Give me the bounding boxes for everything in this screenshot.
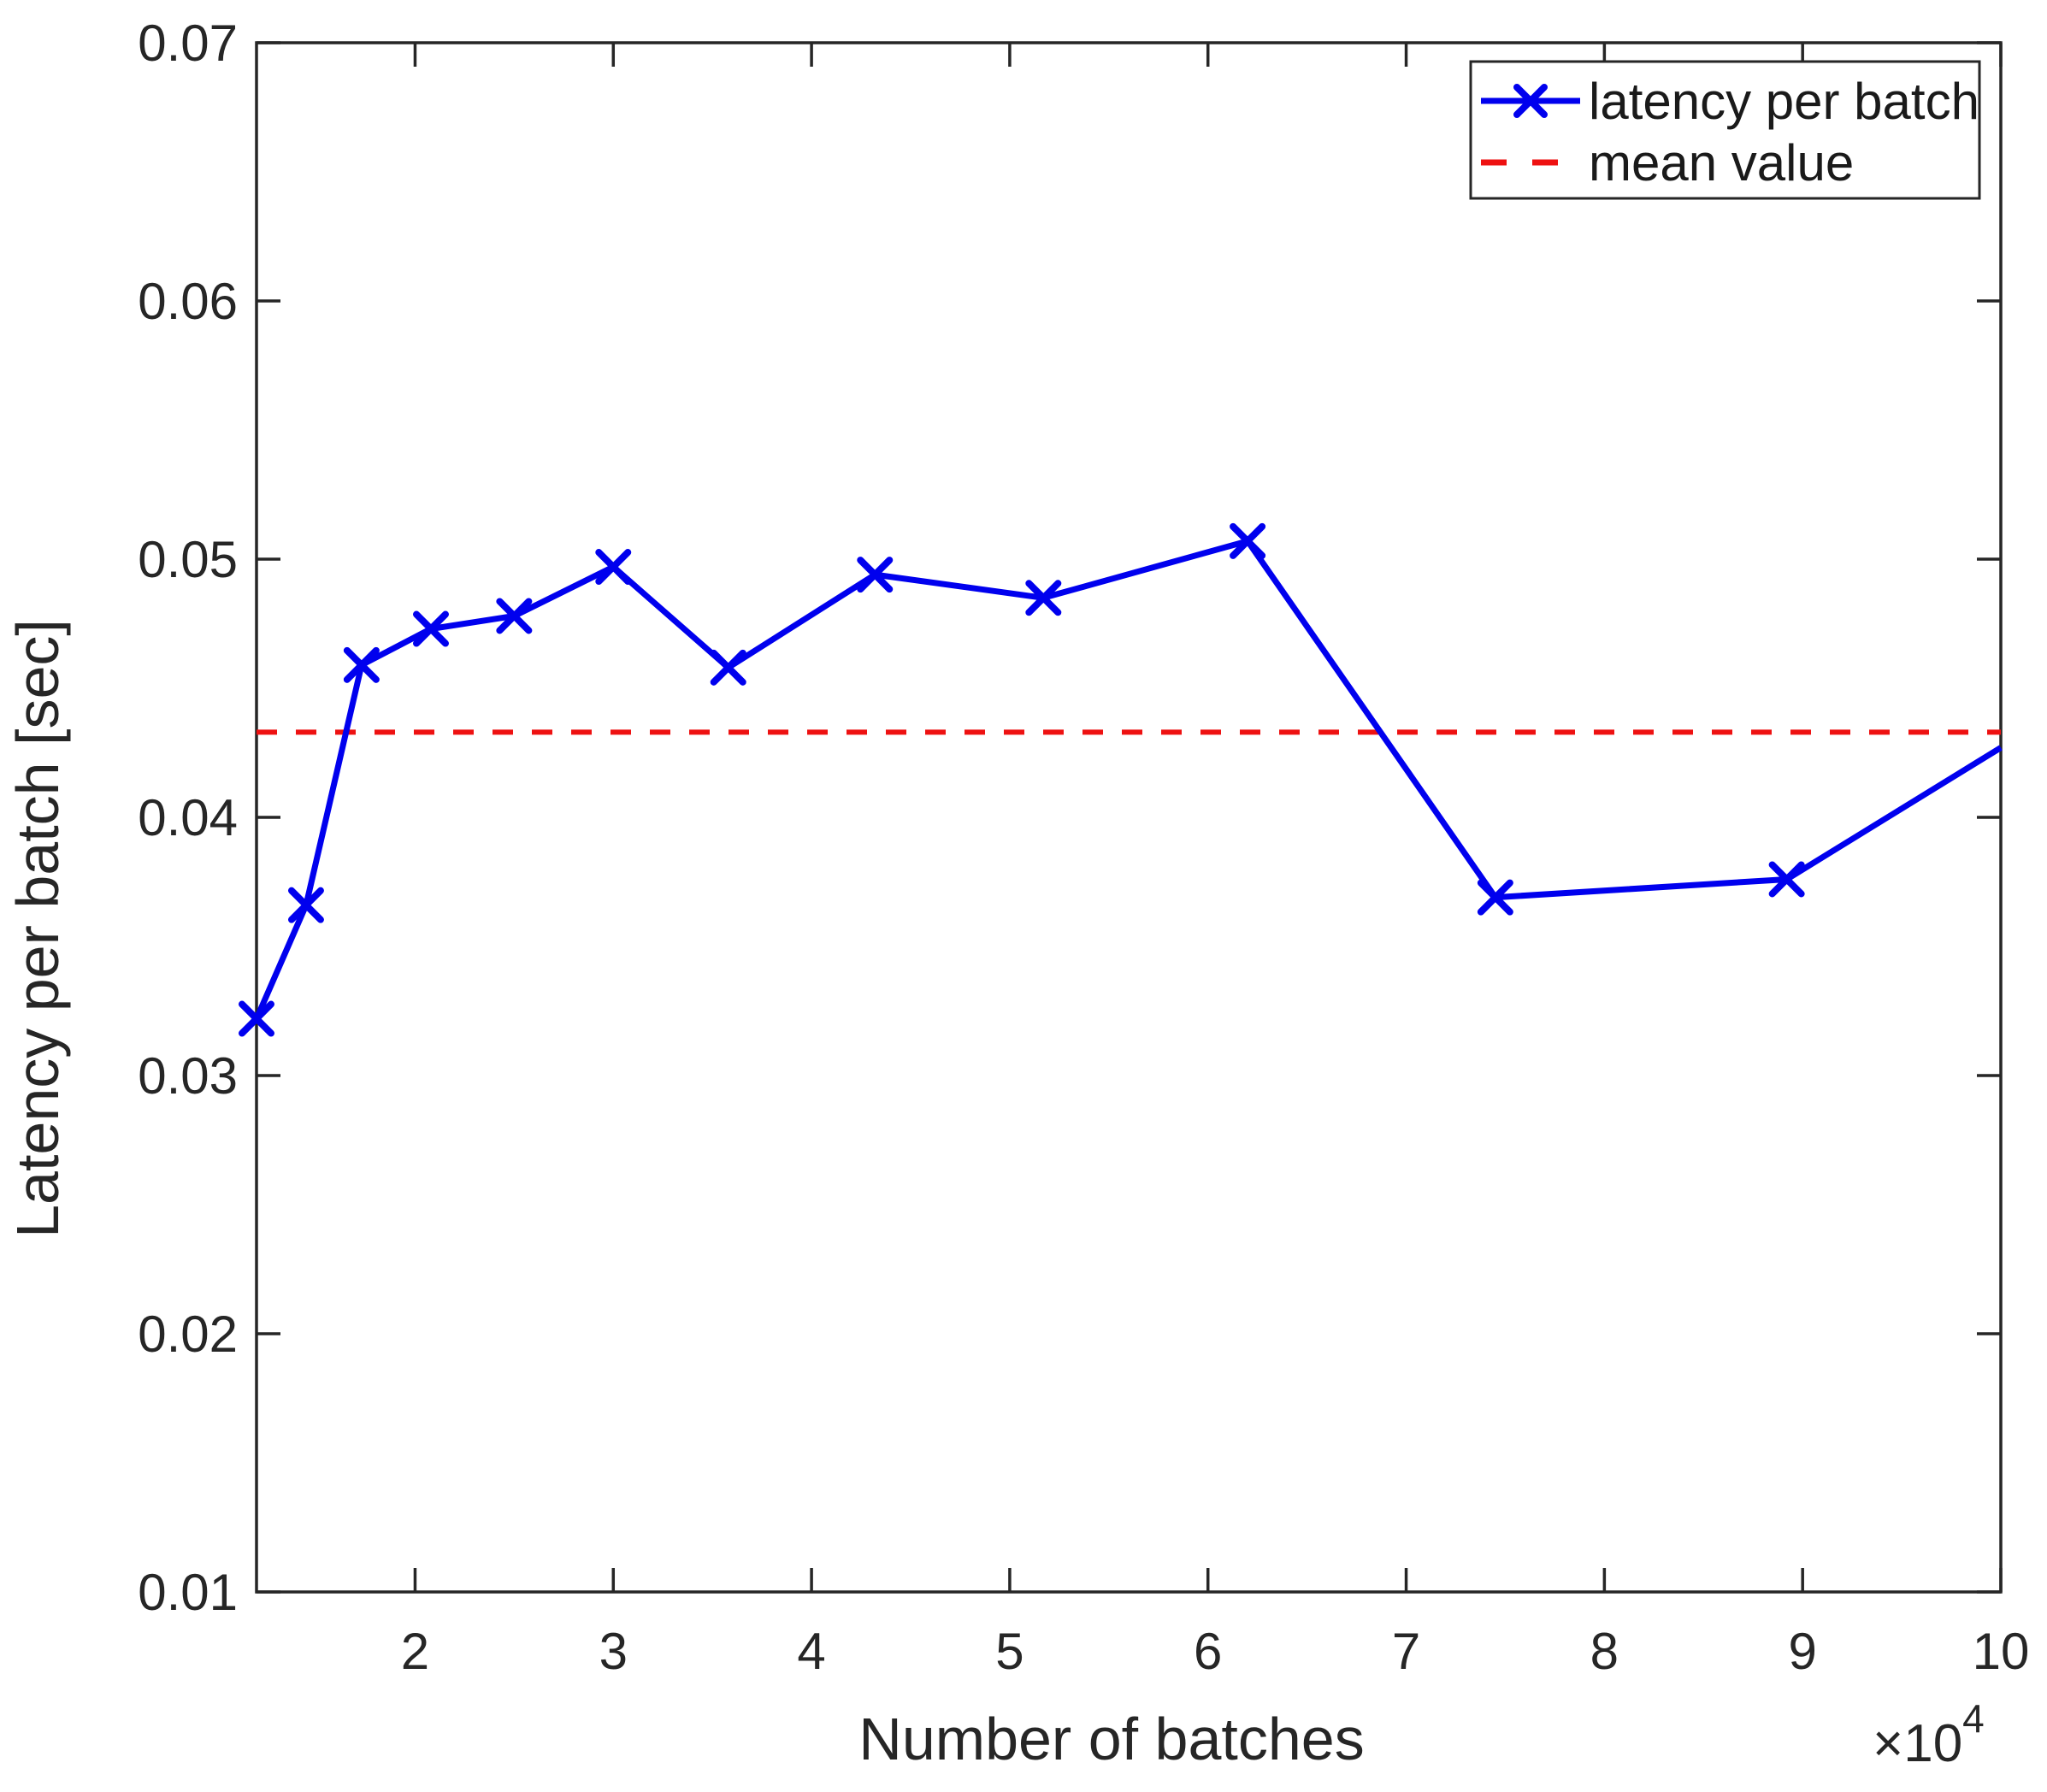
- x-tick-label: 10: [1973, 1623, 2030, 1680]
- legend-entry-latency: latency per batch: [1481, 73, 1979, 130]
- legend: latency per batch mean value: [1469, 60, 1981, 200]
- x-tick-label: 7: [1392, 1623, 1420, 1680]
- x-tick-label: 5: [995, 1623, 1024, 1680]
- data-point-marker: [239, 1000, 274, 1037]
- data-point-marker: [710, 649, 746, 686]
- data-point-marker: [1230, 522, 1266, 559]
- data-point-marker: [1768, 861, 1805, 898]
- x-tick-label: 9: [1788, 1623, 1816, 1680]
- x-tick-label: 2: [401, 1623, 429, 1680]
- legend-entry-mean: mean value: [1481, 134, 1854, 192]
- y-tick-label: 0.01: [138, 1564, 238, 1621]
- data-point-marker: [287, 887, 324, 923]
- data-point-marker: [857, 557, 894, 593]
- data-markers-layer: [239, 522, 1805, 1037]
- y-tick-label: 0.06: [138, 273, 238, 330]
- legend-latency-label: latency per batch: [1589, 73, 1979, 130]
- axis-tick-labels: 2 3 4 5 6 7 8 9 10 0.01 0.02 0.03 0.04 0.05 0.06 0.07: [138, 15, 2029, 1680]
- y-tick-label: 0.03: [138, 1047, 238, 1105]
- data-point-marker: [595, 549, 632, 586]
- data-point-marker: [1025, 580, 1062, 616]
- legend-mean-label: mean value: [1589, 134, 1854, 192]
- y-axis-label: Latency per batch [sec]: [4, 619, 71, 1238]
- y-tick-label: 0.04: [138, 789, 238, 846]
- legend-box: [1469, 60, 1981, 200]
- y-tick-label: 0.07: [138, 15, 238, 72]
- y-tick-label: 0.05: [138, 531, 238, 588]
- axis-ticks: [257, 41, 2003, 1594]
- plot-area-border: [255, 41, 2003, 1594]
- x-tick-label: 6: [1194, 1623, 1222, 1680]
- x-tick-label: 8: [1590, 1623, 1619, 1680]
- x-axis-label: Number of batches: [858, 1706, 1364, 1772]
- legend-x-marker-icon: [1513, 84, 1548, 118]
- data-point-marker: [1477, 879, 1513, 916]
- data-point-marker: [413, 610, 449, 647]
- data-point-marker: [343, 646, 380, 683]
- x-tick-label: 3: [599, 1623, 628, 1680]
- y-tick-label: 0.02: [138, 1306, 238, 1363]
- x-tick-label: 4: [797, 1623, 825, 1680]
- data-point-marker: [496, 598, 533, 634]
- x-axis-scale-label: ×104: [1873, 1696, 1985, 1773]
